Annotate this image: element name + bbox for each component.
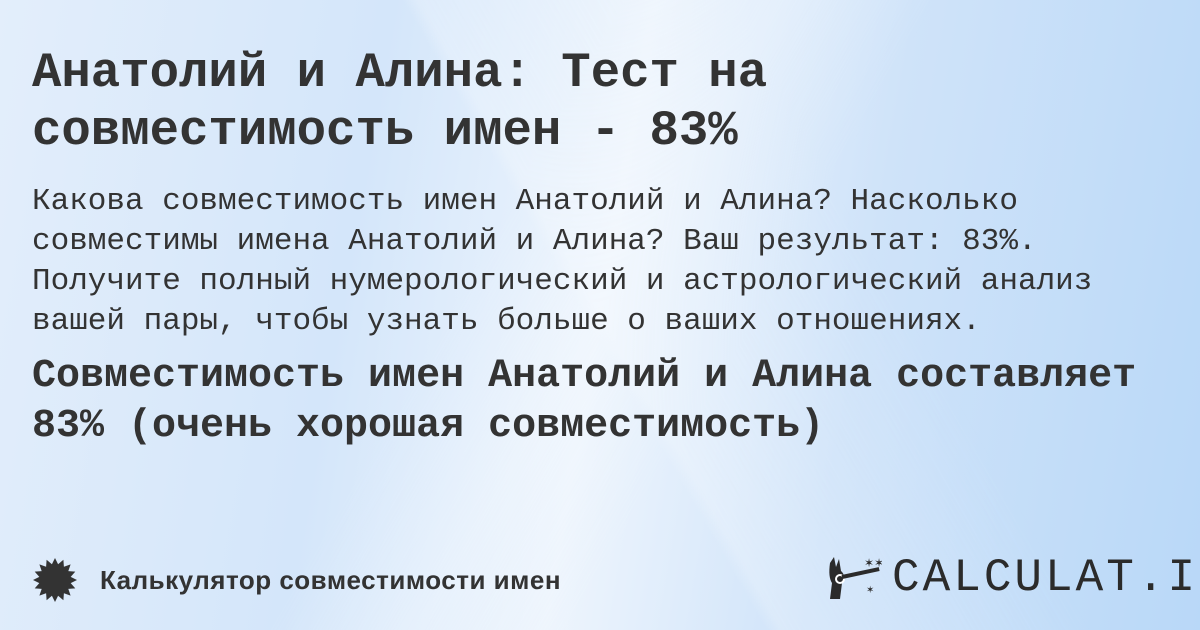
magic-hand-icon: ✶✶ ✶ xyxy=(829,557,882,599)
footer-label: Калькулятор совместимости имен xyxy=(100,565,562,595)
description: Какова совместимость имен Анатолий и Али… xyxy=(32,184,1093,339)
result-heading: Совместимость имен Анатолий и Алина сост… xyxy=(32,354,1137,449)
page-title: Анатолий и Алина: Тест на совместимость … xyxy=(32,45,768,159)
logo-text: CALCULAT.IO xyxy=(892,552,1200,604)
svg-text:✶: ✶ xyxy=(866,585,874,597)
calculat-logo[interactable]: ✶✶ ✶ CALCULAT.IO xyxy=(826,552,1200,604)
svg-text:✶✶: ✶✶ xyxy=(864,557,882,571)
badge-icon xyxy=(33,558,77,602)
